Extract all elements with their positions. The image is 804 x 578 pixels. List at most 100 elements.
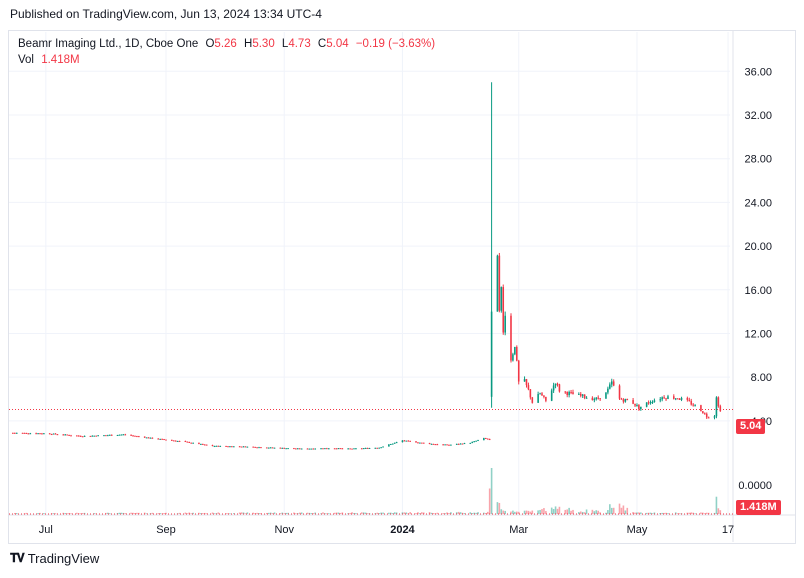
volume-bar bbox=[198, 512, 200, 514]
volume-bar bbox=[543, 508, 545, 514]
volume-value: 1.418M bbox=[41, 54, 80, 66]
candle-body bbox=[130, 434, 132, 436]
candle-body bbox=[219, 445, 222, 447]
volume-bar bbox=[134, 513, 136, 514]
candle-body bbox=[147, 437, 150, 439]
candle-body bbox=[339, 448, 342, 450]
volume-bar bbox=[225, 513, 227, 514]
candle-body bbox=[568, 392, 570, 395]
volume-bar bbox=[686, 512, 689, 514]
candle-body bbox=[593, 399, 596, 401]
candle-body bbox=[523, 379, 526, 382]
volume-bar bbox=[421, 512, 423, 514]
candle-body bbox=[244, 446, 247, 448]
candle-body bbox=[149, 437, 152, 439]
candle-body bbox=[132, 435, 134, 437]
volume-bar bbox=[605, 512, 607, 514]
volume-bar bbox=[403, 512, 406, 514]
volume-bar bbox=[483, 512, 485, 514]
open-value: 5.26 bbox=[214, 38, 237, 50]
volume-bar bbox=[138, 512, 140, 514]
candle-body bbox=[477, 440, 479, 442]
volume-bar bbox=[640, 512, 642, 514]
volume-bar bbox=[287, 512, 289, 514]
volume-bar bbox=[211, 512, 214, 514]
candle-body bbox=[715, 397, 718, 417]
candle-body bbox=[578, 393, 580, 395]
candle-body bbox=[676, 398, 679, 400]
volume-bar bbox=[694, 513, 696, 514]
y-tick-label: 12.00 bbox=[744, 328, 772, 340]
candle-body bbox=[273, 447, 276, 449]
volume-bar bbox=[295, 513, 297, 514]
candle-body bbox=[579, 393, 582, 396]
candle-body bbox=[388, 444, 390, 447]
volume-bar bbox=[707, 512, 710, 514]
volume-bar bbox=[523, 510, 526, 514]
volume-bar bbox=[203, 512, 206, 514]
candle-body bbox=[238, 446, 241, 448]
volume-bar bbox=[583, 512, 586, 514]
candle-body bbox=[469, 442, 472, 444]
candle-body bbox=[376, 447, 379, 449]
candle-body bbox=[401, 440, 404, 443]
candle-body bbox=[312, 448, 315, 450]
volume-bar bbox=[281, 512, 284, 514]
candle-body bbox=[570, 392, 572, 394]
candle-body bbox=[265, 447, 268, 449]
candle-body bbox=[107, 435, 109, 437]
volume-bar bbox=[502, 510, 505, 514]
volume-bar bbox=[157, 513, 160, 514]
volume-bar bbox=[471, 513, 474, 514]
volume-bar bbox=[312, 513, 315, 514]
candle-body bbox=[566, 391, 568, 395]
volume-bar bbox=[118, 512, 121, 514]
candle-body bbox=[595, 397, 598, 400]
volume-bar bbox=[568, 507, 570, 514]
candle-body bbox=[624, 398, 627, 402]
volume-bar bbox=[213, 513, 216, 514]
candle-body bbox=[444, 444, 446, 446]
volume-bar bbox=[690, 512, 693, 514]
volume-bar bbox=[120, 512, 123, 514]
x-tick-label: Jul bbox=[39, 524, 53, 536]
symbol-name[interactable]: Beamr Imaging Ltd., 1D, Cboe One bbox=[18, 38, 199, 50]
volume-bar bbox=[541, 509, 543, 514]
candle-body bbox=[54, 433, 57, 435]
volume-bar bbox=[649, 512, 652, 514]
candle-body bbox=[198, 442, 200, 445]
candle-body bbox=[39, 433, 41, 435]
candle-body bbox=[368, 447, 371, 449]
candle-body bbox=[333, 448, 336, 450]
volume-bar bbox=[525, 510, 528, 514]
volume-bar bbox=[450, 512, 452, 514]
candle-body bbox=[200, 443, 202, 445]
candle-body bbox=[118, 434, 121, 436]
candle-body bbox=[41, 433, 43, 435]
y-tick-label: 8.00 bbox=[751, 372, 772, 384]
candle-body bbox=[607, 388, 609, 393]
volume-bar bbox=[459, 512, 462, 514]
candle-body bbox=[97, 435, 99, 437]
candle-body bbox=[64, 434, 67, 436]
volume-bar bbox=[366, 513, 369, 514]
volume-bar bbox=[516, 511, 518, 514]
tradingview-footer[interactable]: 𝐓𝐕 TradingView bbox=[10, 551, 99, 566]
candle-body bbox=[632, 400, 634, 404]
candle-body bbox=[496, 255, 499, 312]
last-volume-badge: 1.418M bbox=[736, 500, 781, 515]
candle-body bbox=[225, 445, 227, 447]
volume-bar bbox=[68, 512, 70, 514]
volume-bar bbox=[188, 512, 191, 514]
volume-bar bbox=[419, 513, 421, 514]
volume-bar bbox=[217, 512, 220, 514]
volume-bar bbox=[715, 496, 718, 514]
candle-body bbox=[448, 444, 450, 446]
volume-bar bbox=[500, 509, 503, 514]
candle-body bbox=[227, 446, 229, 448]
high-label: H bbox=[244, 38, 253, 50]
candle-body bbox=[242, 446, 245, 448]
candle-body bbox=[205, 444, 208, 446]
candle-body bbox=[279, 447, 282, 449]
